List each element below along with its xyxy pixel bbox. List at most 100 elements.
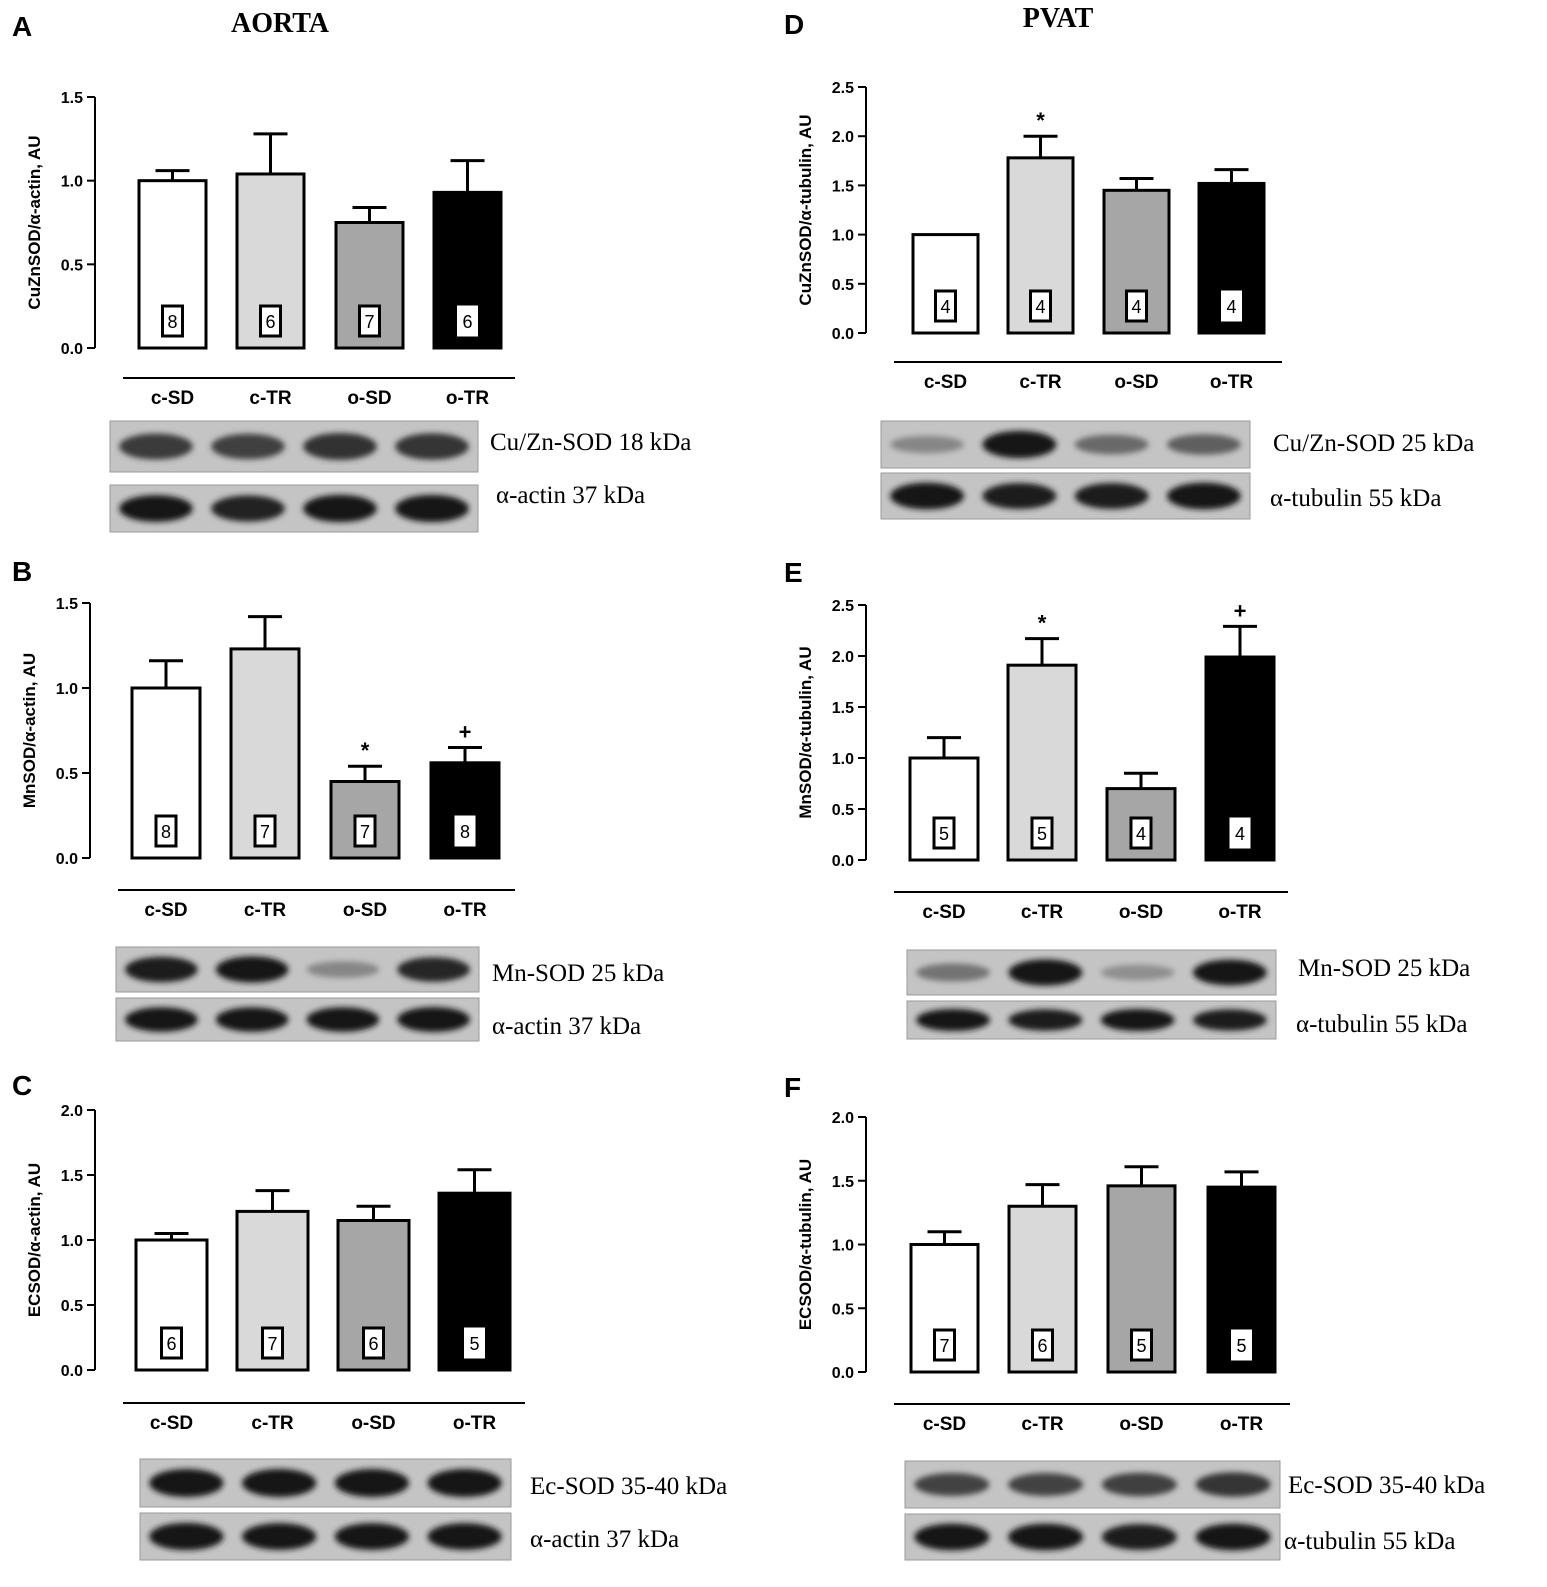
blot-label: α-tubulin 55 kDa bbox=[1284, 1528, 1455, 1555]
blot-band bbox=[306, 961, 380, 978]
category-label: o-TR bbox=[446, 388, 490, 409]
y-tick-label: 0.0 bbox=[832, 853, 854, 870]
n-label-text: 7 bbox=[267, 1334, 277, 1354]
bar bbox=[1197, 181, 1266, 335]
category-label: c-SD bbox=[923, 1414, 966, 1435]
n-label: 4 bbox=[1221, 290, 1242, 322]
category-label: o-SD bbox=[343, 900, 387, 921]
n-label: 6 bbox=[1031, 1328, 1054, 1362]
blot-band bbox=[1195, 1472, 1271, 1497]
blot-band bbox=[1192, 959, 1267, 986]
blot-strip bbox=[880, 420, 1251, 469]
bar-o-SD: 4 bbox=[1105, 771, 1177, 862]
y-tick-label: 0.0 bbox=[832, 1365, 854, 1382]
n-label-box bbox=[454, 815, 476, 847]
blot-band bbox=[303, 433, 377, 460]
n-label-text: 6 bbox=[368, 1334, 378, 1354]
blot-band bbox=[1100, 1008, 1175, 1032]
y-tick-label: 1.0 bbox=[832, 228, 854, 245]
bar-o-TR: 8+ bbox=[429, 720, 501, 860]
blot-label: Cu/Zn-SOD 18 kDa bbox=[490, 429, 691, 456]
n-label-text: 6 bbox=[265, 312, 275, 332]
n-label-text: 4 bbox=[1136, 824, 1146, 844]
y-tick-label: 1.0 bbox=[832, 1238, 854, 1255]
blot-band bbox=[397, 1006, 470, 1033]
y-tick-label: 0.0 bbox=[61, 1363, 83, 1380]
bar-c-SD: 8 bbox=[137, 169, 208, 350]
n-label-box bbox=[253, 814, 277, 848]
y-tick-label: 0.0 bbox=[61, 341, 83, 358]
n-label-box bbox=[1030, 816, 1054, 850]
blot-strip bbox=[139, 1512, 512, 1561]
n-label-text: 7 bbox=[939, 1336, 949, 1356]
panels: A 0.0 0.5 1.0 1.5 CuZnSOD/α-actin, AU 8 c-SD 6 c-… bbox=[12, 9, 1485, 1561]
y-axis-label: CuZnSOD/α-tubulin, AU bbox=[796, 114, 815, 305]
blot-band bbox=[1166, 434, 1241, 455]
n-label-box bbox=[154, 814, 178, 848]
category-label: o-SD bbox=[347, 388, 391, 409]
category-label: c-SD bbox=[924, 372, 967, 393]
blot-band bbox=[982, 483, 1057, 509]
y-axis-label: MnSOD/α-tubulin, AU bbox=[796, 646, 815, 818]
n-label-box bbox=[457, 305, 478, 337]
category-label: c-TR bbox=[1021, 902, 1064, 923]
category-label: o-SD bbox=[1114, 372, 1158, 393]
n-label: 4 bbox=[1029, 289, 1052, 323]
bar-c-SD: 5 bbox=[908, 736, 980, 862]
blot-band bbox=[1074, 434, 1149, 455]
panel-letter: E bbox=[784, 557, 803, 588]
n-label: 7 bbox=[261, 1326, 284, 1360]
category-label: o-TR bbox=[443, 900, 487, 921]
bar bbox=[235, 1209, 310, 1372]
blot-band bbox=[1008, 1523, 1084, 1551]
category-label: c-TR bbox=[1021, 1414, 1064, 1435]
panel-letter: B bbox=[12, 556, 32, 587]
y-tick-label: 2.0 bbox=[832, 649, 854, 666]
significance-marker: + bbox=[459, 720, 472, 745]
blot-band bbox=[215, 1007, 289, 1032]
n-label-box bbox=[358, 304, 381, 338]
bar-c-SD: 7 bbox=[909, 1230, 980, 1374]
n-label: 6 bbox=[259, 304, 282, 338]
n-label-text: 5 bbox=[939, 824, 949, 844]
y-tick-label: 2.0 bbox=[832, 129, 854, 146]
n-label-text: 6 bbox=[462, 312, 472, 332]
blot-band bbox=[916, 1008, 991, 1032]
blot-band bbox=[890, 435, 965, 454]
n-label-text: 7 bbox=[364, 312, 374, 332]
n-label: 6 bbox=[160, 1326, 183, 1360]
significance-marker: * bbox=[361, 738, 370, 763]
blot-band bbox=[303, 494, 377, 523]
blot-band bbox=[982, 430, 1057, 459]
bar-o-TR: 5 bbox=[1206, 1170, 1277, 1374]
blot-band bbox=[1166, 482, 1241, 510]
n-label-box bbox=[1129, 816, 1153, 850]
n-label: 8 bbox=[161, 304, 184, 338]
n-label-box bbox=[161, 304, 184, 338]
y-axis-label: MnSOD/α-actin, AU bbox=[20, 653, 39, 808]
bar-c-SD: 6 bbox=[134, 1232, 209, 1372]
n-label: 8 bbox=[154, 814, 178, 848]
bar-o-TR: 6 bbox=[432, 159, 503, 350]
blot-label: α-actin 37 kDa bbox=[492, 1013, 641, 1040]
bar-c-TR: 6 bbox=[1007, 1183, 1078, 1374]
n-label-box bbox=[1130, 1328, 1153, 1362]
y-tick-label: 2.5 bbox=[832, 80, 854, 97]
y-tick-label: 0.5 bbox=[832, 802, 854, 819]
n-label: 6 bbox=[457, 305, 478, 337]
n-label-text: 8 bbox=[460, 822, 470, 842]
blot-strip bbox=[115, 997, 480, 1042]
blot-band bbox=[211, 495, 285, 522]
bar-o-SD: 7* bbox=[329, 738, 401, 860]
y-tick-label: 1.5 bbox=[61, 1168, 83, 1185]
n-label-box bbox=[1125, 289, 1148, 323]
y-tick-label: 1.5 bbox=[832, 700, 854, 717]
panel-letter: F bbox=[784, 1072, 801, 1103]
n-label-text: 8 bbox=[167, 312, 177, 332]
panel-letter: C bbox=[12, 1070, 32, 1101]
y-axis-label: ECSOD/α-tubulin, AU bbox=[796, 1159, 815, 1330]
significance-marker: * bbox=[1036, 108, 1045, 133]
blot-band bbox=[914, 1472, 990, 1497]
bar-c-TR: 4* bbox=[1006, 108, 1075, 335]
